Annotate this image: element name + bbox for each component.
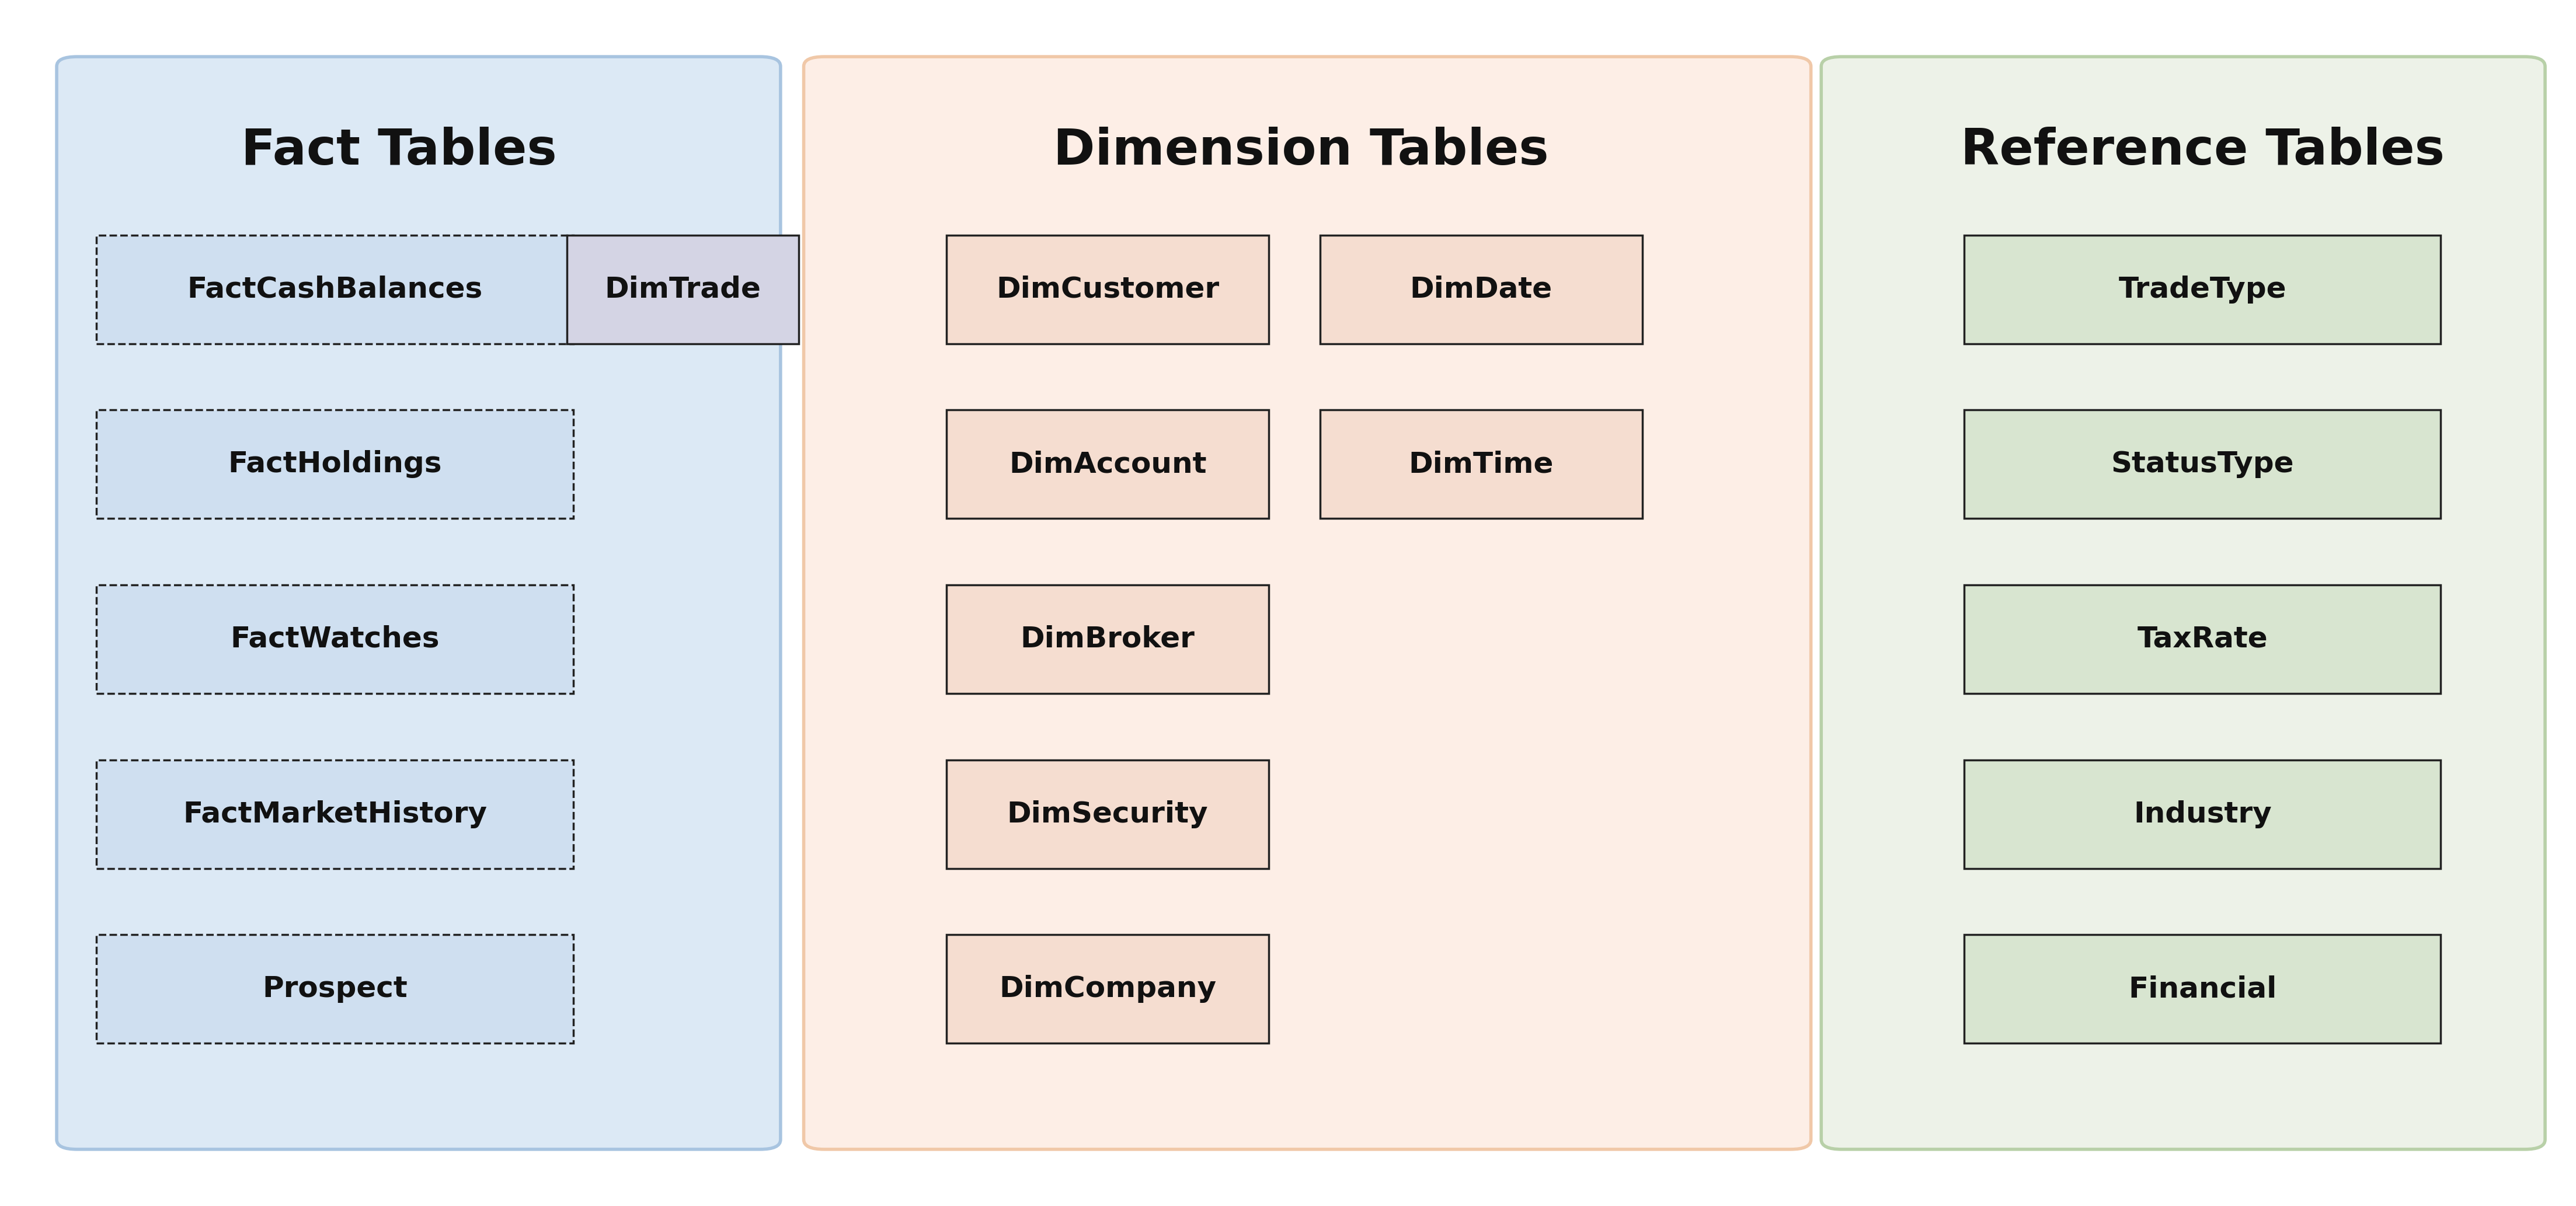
Text: FactWatches: FactWatches [229,625,440,654]
FancyBboxPatch shape [948,235,1267,344]
FancyBboxPatch shape [1821,57,2545,1149]
Text: Reference Tables: Reference Tables [1960,127,2445,175]
FancyBboxPatch shape [57,57,781,1149]
FancyBboxPatch shape [1963,585,2442,693]
FancyBboxPatch shape [948,410,1267,519]
Text: DimCompany: DimCompany [999,974,1216,1003]
FancyBboxPatch shape [1963,235,2442,344]
FancyBboxPatch shape [1963,410,2442,519]
Text: DimDate: DimDate [1409,275,1553,304]
Text: TradeType: TradeType [2117,275,2287,304]
FancyBboxPatch shape [98,235,572,344]
Text: DimTime: DimTime [1409,450,1553,479]
Text: FactMarketHistory: FactMarketHistory [183,800,487,829]
Text: DimAccount: DimAccount [1010,450,1206,479]
Text: Fact Tables: Fact Tables [242,127,556,175]
Text: DimBroker: DimBroker [1020,625,1195,654]
FancyBboxPatch shape [98,410,572,519]
Text: StatusType: StatusType [2110,450,2295,479]
FancyBboxPatch shape [98,760,572,868]
Text: Financial: Financial [2128,974,2277,1003]
FancyBboxPatch shape [98,585,572,693]
FancyBboxPatch shape [98,410,572,519]
FancyBboxPatch shape [98,585,572,693]
Text: DimTrade: DimTrade [605,275,760,304]
Text: Prospect: Prospect [263,974,407,1003]
Text: DimCustomer: DimCustomer [997,275,1218,304]
FancyBboxPatch shape [98,935,572,1043]
Text: FactHoldings: FactHoldings [227,450,443,479]
Text: FactCashBalances: FactCashBalances [188,275,482,304]
FancyBboxPatch shape [567,235,799,344]
FancyBboxPatch shape [98,235,572,344]
FancyBboxPatch shape [948,935,1267,1043]
Text: Dimension Tables: Dimension Tables [1054,127,1548,175]
Text: Industry: Industry [2133,800,2272,829]
FancyBboxPatch shape [804,57,1811,1149]
FancyBboxPatch shape [1963,935,2442,1043]
FancyBboxPatch shape [1963,760,2442,868]
FancyBboxPatch shape [948,585,1267,693]
FancyBboxPatch shape [948,760,1267,868]
Text: TaxRate: TaxRate [2138,625,2267,654]
Text: DimSecurity: DimSecurity [1007,800,1208,829]
FancyBboxPatch shape [1319,410,1643,519]
FancyBboxPatch shape [98,760,572,868]
FancyBboxPatch shape [1319,235,1643,344]
FancyBboxPatch shape [98,935,572,1043]
